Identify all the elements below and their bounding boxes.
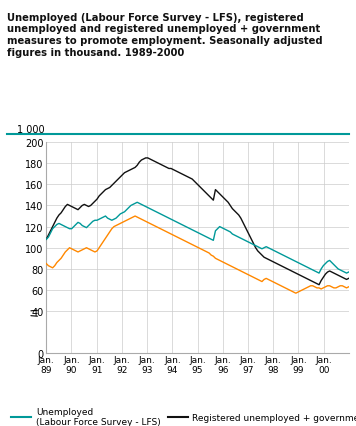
Legend: Unemployed
(Labour Force Survey - LFS), Registered unemployed, Registered unempl: Unemployed (Labour Force Survey - LFS), …: [11, 406, 356, 426]
Text: Unemployed (Labour Force Survey - LFS), registered
unemployed and registered une: Unemployed (Labour Force Survey - LFS), …: [7, 13, 323, 58]
Text: 1 000: 1 000: [17, 124, 45, 134]
